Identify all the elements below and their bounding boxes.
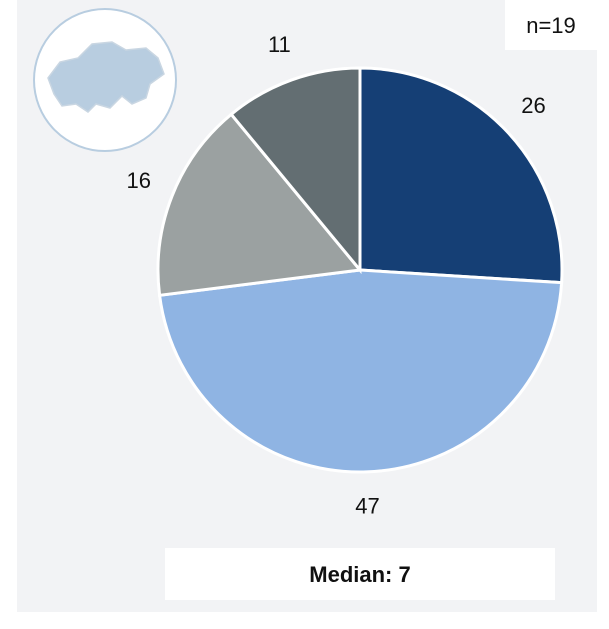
median-label: Median: 7 bbox=[309, 562, 410, 587]
data-label: 11 bbox=[268, 32, 291, 57]
data-label: 26 bbox=[521, 93, 545, 118]
pie-slice bbox=[358, 66, 564, 285]
pie-slice bbox=[156, 112, 363, 297]
map-icon bbox=[33, 8, 177, 152]
median-box bbox=[165, 548, 555, 600]
pie-slice bbox=[229, 66, 362, 275]
map-shape bbox=[47, 41, 165, 113]
data-label: 16 bbox=[126, 168, 150, 193]
n-label: n=19 bbox=[526, 13, 576, 38]
data-label: 47 bbox=[355, 494, 379, 519]
n-box bbox=[505, 0, 597, 50]
pie-slice bbox=[157, 268, 564, 474]
